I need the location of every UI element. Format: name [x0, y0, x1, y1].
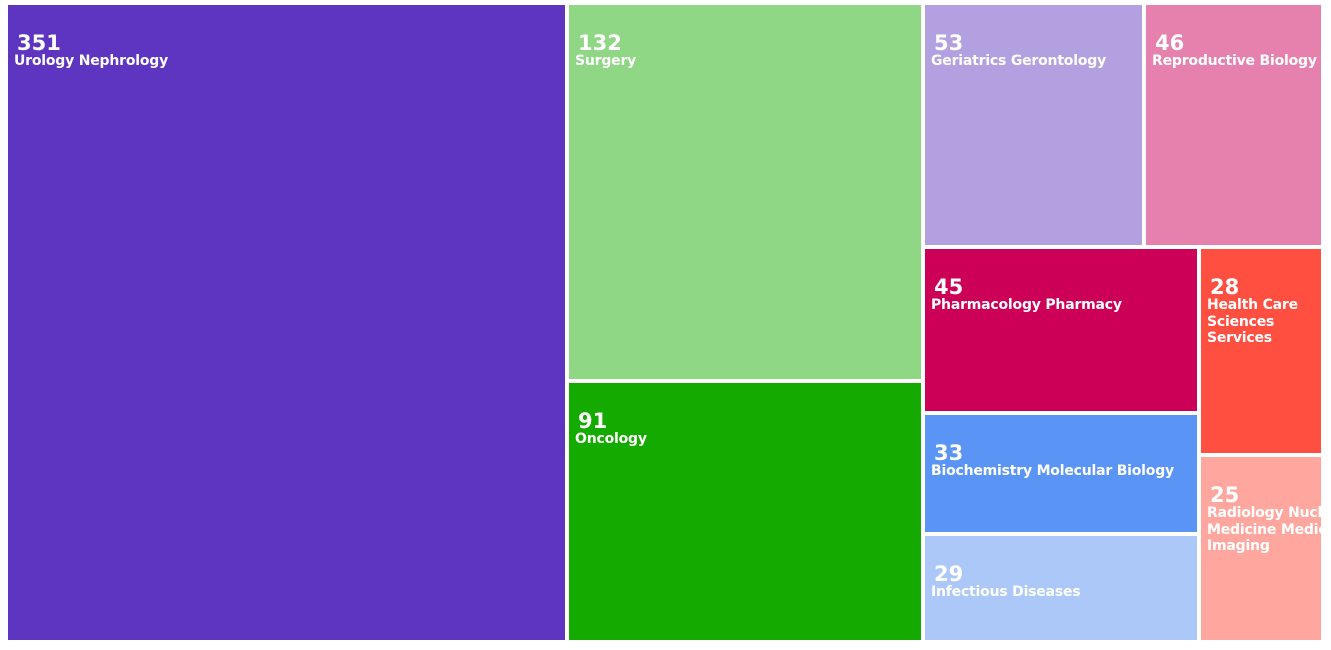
tile-label: Pharmacology Pharmacy: [931, 297, 1122, 313]
tile-value: 33: [934, 441, 964, 465]
treemap-tile: 29 Infectious Diseases: [925, 536, 1197, 640]
treemap-tile: 351 Urology Nephrology: [8, 5, 565, 640]
tile-value: 351: [17, 31, 61, 55]
tile-label: Reproductive Biology: [1152, 53, 1317, 69]
tile-label: Oncology: [575, 431, 647, 447]
tile-value: 46: [1155, 31, 1185, 55]
treemap-tile: 33 Biochemistry Molecular Biology: [925, 415, 1197, 532]
treemap-tile: 45 Pharmacology Pharmacy: [925, 249, 1197, 411]
tile-label: Radiology Nuclear Medicine Medical Imagi…: [1207, 505, 1321, 554]
tile-value: 132: [578, 31, 622, 55]
tile-label: Biochemistry Molecular Biology: [931, 463, 1174, 479]
tile-label: Surgery: [575, 53, 637, 69]
tile-label: Infectious Diseases: [931, 584, 1081, 600]
tile-value: 53: [934, 31, 964, 55]
tile-label: Health Care Sciences Services: [1207, 297, 1298, 346]
tile-value: 91: [578, 409, 608, 433]
treemap-tile: 28 Health Care Sciences Services: [1201, 249, 1321, 453]
tile-label: Urology Nephrology: [14, 53, 169, 69]
tile-value: 29: [934, 562, 964, 586]
treemap-tile: 91 Oncology: [569, 383, 921, 640]
treemap-tile: 53 Geriatrics Gerontology: [925, 5, 1142, 245]
tile-value: 25: [1210, 483, 1240, 507]
tile-value: 28: [1210, 275, 1240, 299]
tile-value: 45: [934, 275, 964, 299]
tile-label: Geriatrics Gerontology: [931, 53, 1106, 69]
treemap-tile: 132 Surgery: [569, 5, 921, 379]
treemap-tile: 46 Reproductive Biology: [1146, 5, 1321, 245]
